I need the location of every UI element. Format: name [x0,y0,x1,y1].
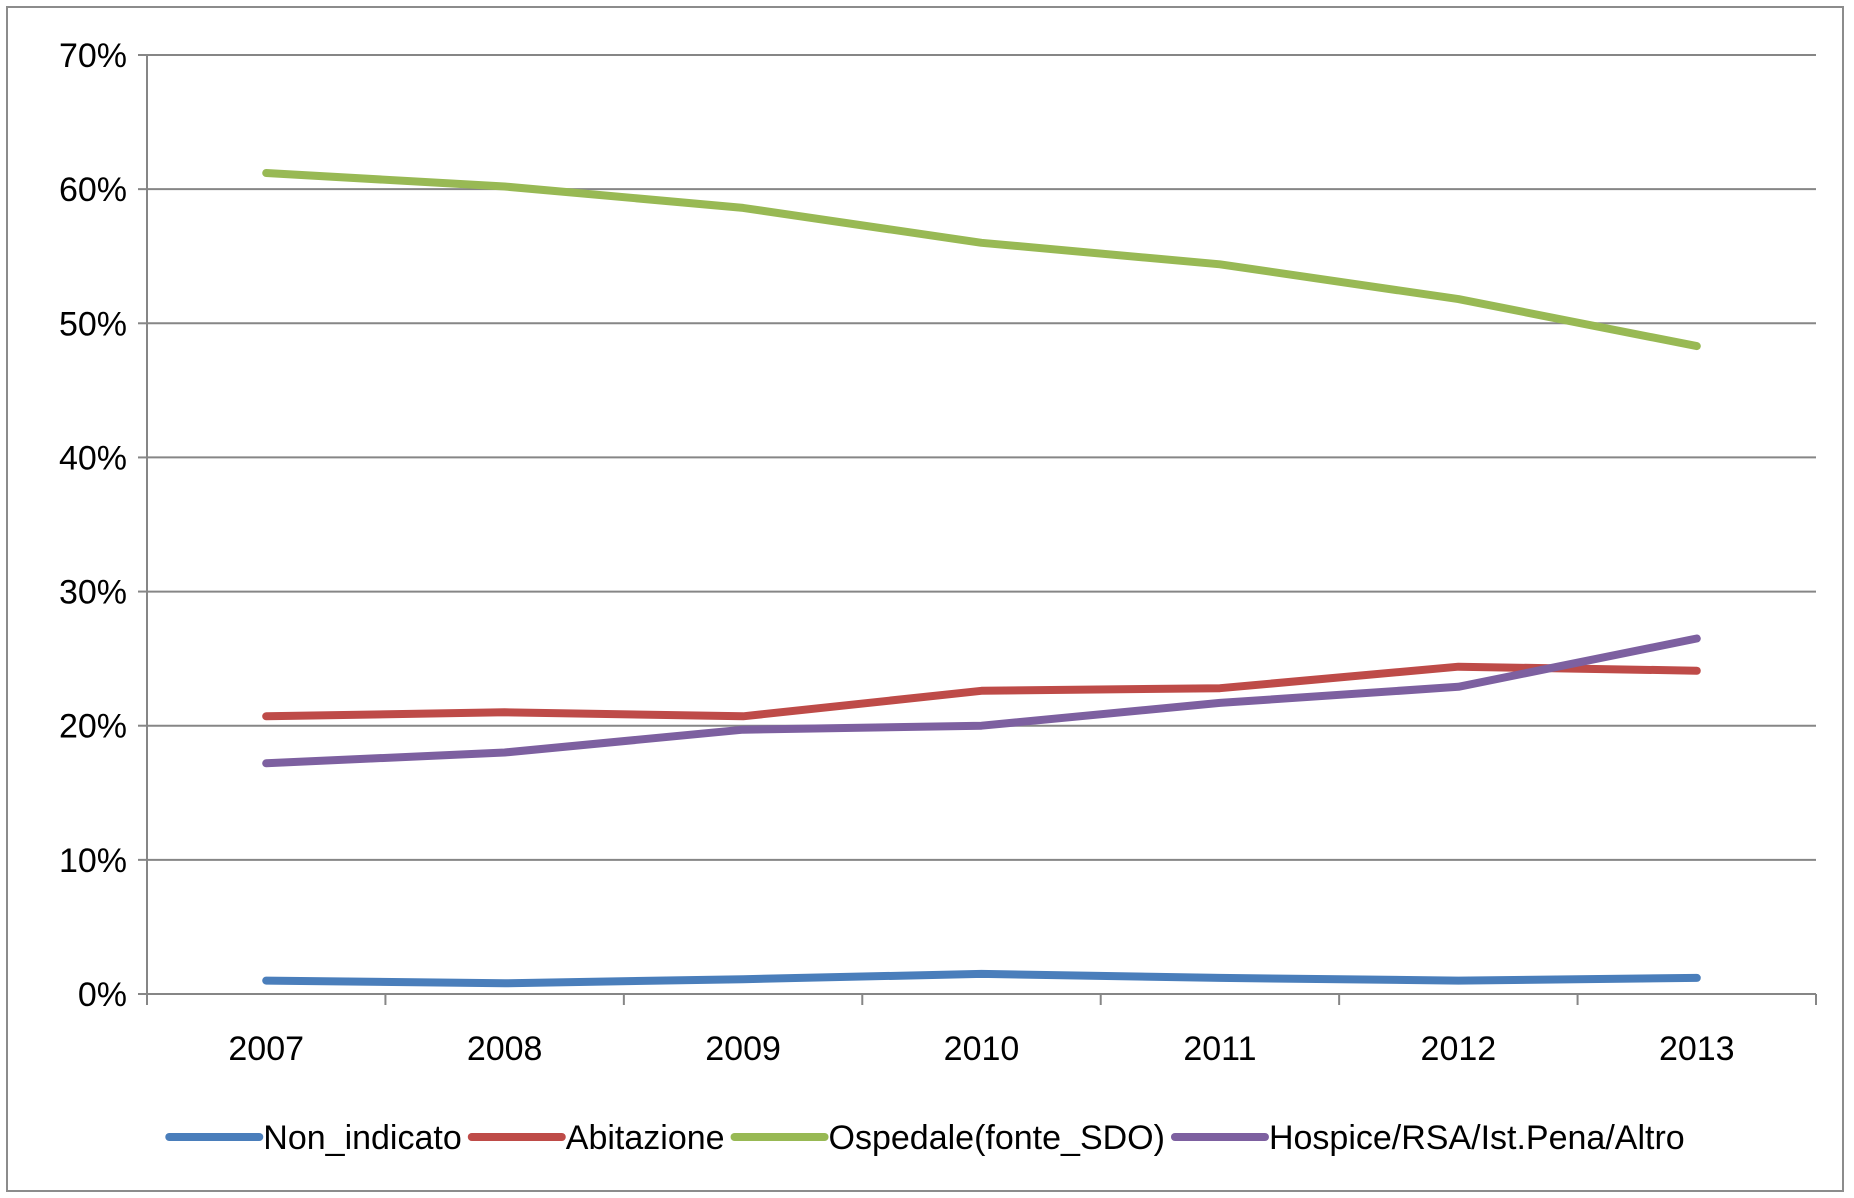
x-tick-label: 2011 [1183,1030,1256,1068]
legend-label: Ospedale(fonte_SDO) [829,1119,1165,1157]
x-tick-label: 2012 [1421,1030,1497,1068]
series-line [262,662,1701,721]
series-lines [262,169,1701,988]
x-tick-labels: 2007 2008 2009 2010 2011 2012 2013 [228,1030,1734,1068]
x-tick-label: 2009 [705,1030,781,1068]
y-tick-label: 40% [59,439,127,477]
legend-label: Abitazione [566,1119,725,1157]
gridlines [147,54,1816,861]
x-tick-label: 2007 [228,1030,304,1068]
y-tick-label: 70% [59,37,127,75]
series-line [262,969,1701,988]
y-tick-label: 10% [59,842,127,880]
legend: Non_indicato Abitazione Ospedale(fonte_SDO… [165,1119,1685,1157]
x-tick-label: 2008 [467,1030,543,1068]
y-tick-label: 30% [59,574,127,612]
y-tick-label: 0% [78,976,127,1014]
legend-label: Hospice/RSA/Ist.Pena/Altro [1269,1119,1685,1157]
x-tick-label: 2013 [1659,1030,1735,1068]
x-tick-label: 2010 [944,1030,1020,1068]
series-line [262,169,1701,351]
legend-label: Non_indicato [263,1119,461,1157]
y-tick-label: 60% [59,171,127,209]
y-tick-label: 50% [59,305,127,343]
series-line [262,634,1701,768]
y-tick-label: 20% [59,708,127,746]
axes [138,54,1817,1005]
y-tick-labels: 0% 10% 20% 30% 40% 50% 60% 70% [59,37,127,1014]
